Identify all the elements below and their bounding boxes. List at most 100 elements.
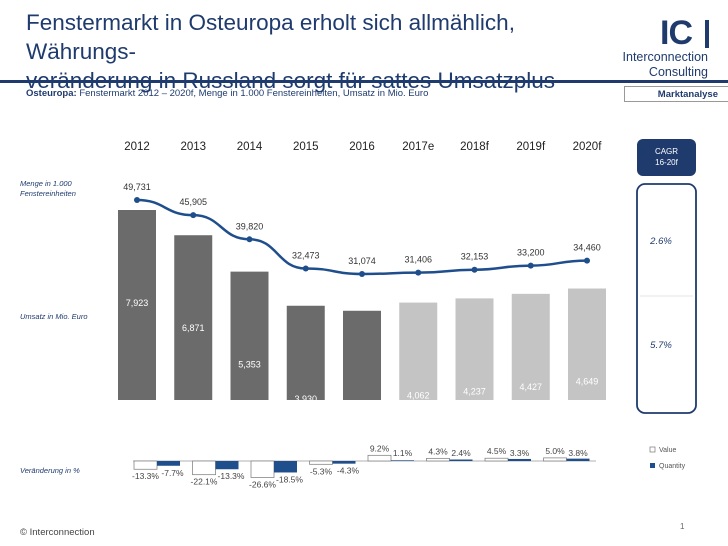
year-label: 2012 xyxy=(124,141,150,153)
quantity-value-label: 39,820 xyxy=(236,221,264,231)
cagr-header-box xyxy=(637,139,696,176)
revenue-bar xyxy=(174,235,213,400)
bar-row-label: Umsatz in Mio. Euro xyxy=(20,312,88,321)
quantity-change-bar xyxy=(332,461,356,464)
logo-mark: IC xyxy=(660,14,693,52)
subtitle-description: Fenstermarkt 2012 – 2020f, Menge in 1.00… xyxy=(76,88,429,99)
line-row-label: Fenstereinheiten xyxy=(20,189,76,198)
value-change-bar xyxy=(192,460,216,476)
quantity-point xyxy=(134,197,140,203)
quantity-change-bar xyxy=(274,461,297,473)
quantity-value-label: 32,153 xyxy=(461,252,489,262)
cagr-value-value: 5.7% xyxy=(650,340,672,351)
quantity-change-bar xyxy=(215,461,239,470)
quantity-value-label: 49,731 xyxy=(123,182,151,192)
cagr-header-line-2: 16-20f xyxy=(655,158,678,167)
chart-subtitle: Osteuropa: Fenstermarkt 2012 – 2020f, Me… xyxy=(26,88,428,99)
value-change-label: 9.2% xyxy=(370,443,390,453)
value-change-label: 5.0% xyxy=(545,446,565,456)
quantity-change-label: -18.5% xyxy=(276,474,303,484)
bar-value-label: 4,649 xyxy=(576,377,599,387)
quantity-legend-label: Quantity xyxy=(659,463,686,470)
value-change-bar xyxy=(484,457,509,462)
quantity-change-bar xyxy=(157,461,180,466)
quantity-point xyxy=(415,269,422,276)
quantity-change-label: -7.7% xyxy=(161,468,184,478)
value-change-label: -13.3% xyxy=(132,471,159,481)
bar-value-label: 4,237 xyxy=(463,386,486,396)
quantity-value-label: 31,074 xyxy=(348,256,376,266)
quantity-change-bar xyxy=(566,458,590,461)
quantity-legend-swatch xyxy=(650,463,655,468)
forecast-bar xyxy=(511,293,550,400)
quantity-change-label: 3.8% xyxy=(568,448,588,458)
forecast-bar xyxy=(455,298,494,400)
value-change-bar xyxy=(367,454,392,462)
value-change-label: -26.6% xyxy=(249,479,276,489)
cagr-panel xyxy=(636,183,697,414)
quantity-change-label: -13.3% xyxy=(218,471,245,481)
quantity-value-label: 32,473 xyxy=(292,250,320,260)
title-line-1: Fenstermarkt in Osteuropa erholt sich al… xyxy=(26,10,515,64)
quantity-change-label: -4.3% xyxy=(337,466,360,476)
year-label: 2019f xyxy=(516,141,546,153)
logo-bar xyxy=(705,20,709,48)
forecast-bar xyxy=(399,302,438,400)
value-change-label: -22.1% xyxy=(191,477,218,487)
quantity-value-label: 33,200 xyxy=(517,248,545,258)
year-label: 2015 xyxy=(293,141,319,153)
year-label: 2020f xyxy=(573,141,603,153)
quantity-value-label: 31,406 xyxy=(404,255,432,265)
company-logo: IC Interconnection Consulting xyxy=(622,14,718,79)
quantity-point xyxy=(471,266,478,273)
quantity-change-label: 2.4% xyxy=(451,448,471,458)
value-change-bar xyxy=(543,457,567,462)
quantity-value-label: 45,905 xyxy=(179,197,207,207)
cagr-quantity-value: 2.6% xyxy=(649,236,672,247)
bar-value-label: 5,353 xyxy=(238,360,261,370)
quantity-point xyxy=(584,257,590,264)
cagr-header-line-1: CAGR xyxy=(655,147,678,156)
section-tag: Marktanalyse xyxy=(624,86,728,102)
quantity-point xyxy=(359,271,365,277)
revenue-bar xyxy=(118,210,156,400)
value-legend-label: Value xyxy=(659,447,676,454)
year-label: 2016 xyxy=(349,141,375,153)
value-change-bar xyxy=(250,460,275,478)
quantity-change-label: 1.1% xyxy=(393,448,413,458)
logo-line-1: Interconnection xyxy=(622,50,708,64)
bar-value-label: 4,062 xyxy=(407,391,430,401)
logo-line-2: Consulting xyxy=(648,65,708,79)
quantity-point xyxy=(527,262,534,269)
value-change-bar xyxy=(309,460,333,465)
quantity-change-bar xyxy=(508,458,531,461)
value-change-label: 4.5% xyxy=(487,446,507,456)
bar-value-label: 6,871 xyxy=(182,323,205,333)
bar-value-label: 7,923 xyxy=(126,298,149,308)
revenue-bar xyxy=(286,305,325,400)
quantity-change-bar xyxy=(391,460,414,461)
value-legend-swatch xyxy=(649,446,656,453)
bar-value-label: 3,930 xyxy=(294,394,317,404)
line-row-label: Menge in 1.000 xyxy=(20,179,73,188)
value-change-label: -5.3% xyxy=(310,466,333,476)
year-label: 2014 xyxy=(237,141,263,153)
quantity-value-label: 34,460 xyxy=(573,243,601,253)
quantity-line xyxy=(136,198,588,276)
value-change-bar xyxy=(133,460,158,470)
forecast-bar xyxy=(568,288,606,400)
value-change-bar xyxy=(426,457,450,462)
bar-value-label: 3,721 xyxy=(351,399,374,409)
quantity-change-bar xyxy=(449,459,473,461)
value-change-label: 4.3% xyxy=(428,446,448,456)
page-number: 1 xyxy=(680,522,685,531)
header-divider xyxy=(0,80,728,83)
year-label: 2017e xyxy=(402,141,434,153)
year-label: 2013 xyxy=(180,141,206,153)
revenue-bar xyxy=(343,310,381,400)
change-row-label: Veränderung in % xyxy=(20,466,80,475)
bar-value-label: 4,427 xyxy=(519,382,542,392)
year-label: 2018f xyxy=(460,141,490,153)
revenue-bar xyxy=(230,271,269,400)
